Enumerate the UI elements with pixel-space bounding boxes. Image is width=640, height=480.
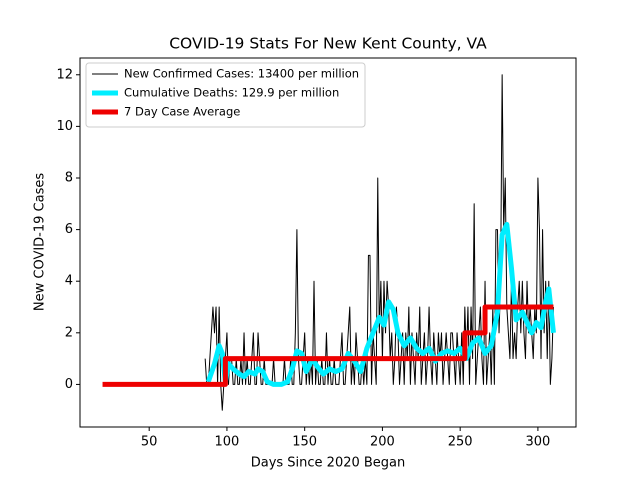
y-tick-label: 6: [65, 222, 73, 237]
y-tick-label: 0: [65, 377, 73, 392]
legend-label: Cumulative Deaths: 129.9 per million: [124, 86, 339, 100]
x-tick-label: 200: [370, 435, 395, 450]
x-tick-label: 250: [448, 435, 473, 450]
x-tick-label: 100: [215, 435, 240, 450]
x-tick-label: 150: [292, 435, 317, 450]
y-tick-label: 10: [56, 119, 73, 134]
series-line: [102, 304, 554, 387]
y-tick-label: 4: [65, 274, 73, 289]
y-tick-label: 8: [65, 170, 73, 185]
axes-frame: [79, 57, 577, 428]
legend-label: 7 Day Case Average: [124, 105, 240, 119]
legend-box: [85, 62, 366, 128]
chart-title: COVID-19 Stats For New Kent County, VA: [169, 35, 487, 53]
series-line: [205, 221, 556, 387]
x-axis-label: Days Since 2020 Began: [251, 456, 406, 471]
legend-label: New Confirmed Cases: 13400 per million: [124, 67, 359, 81]
y-tick-label: 2: [65, 325, 73, 340]
x-tick-label: 300: [525, 435, 550, 450]
y-axis-label: New COVID-19 Cases: [33, 173, 48, 311]
plot-area: 50 100 150 200 250 300 0 2 4 6 8 10 12 New Confirmed …: [56, 57, 577, 450]
x-tick-label: 50: [141, 435, 158, 450]
y-tick-label: 12: [56, 67, 73, 82]
